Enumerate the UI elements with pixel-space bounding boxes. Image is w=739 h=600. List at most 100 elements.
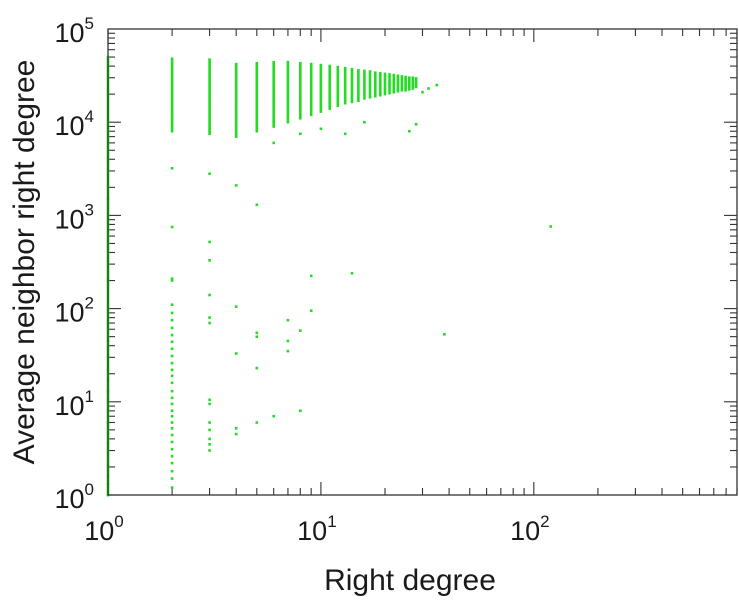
data-point xyxy=(299,64,302,67)
data-point xyxy=(170,59,174,63)
data-point xyxy=(328,96,331,99)
data-point xyxy=(170,61,174,65)
data-point xyxy=(309,91,313,95)
data-point xyxy=(299,99,302,102)
data-point xyxy=(170,225,174,229)
data-point xyxy=(234,117,238,121)
data-point xyxy=(272,125,275,128)
data-point xyxy=(336,72,340,75)
data-point xyxy=(309,104,313,108)
data-point xyxy=(234,87,238,90)
data-point xyxy=(411,87,415,90)
data-point xyxy=(357,99,360,102)
data-point xyxy=(392,73,396,77)
data-point xyxy=(299,66,302,69)
data-point xyxy=(350,74,354,78)
data-point xyxy=(255,70,259,74)
data-point xyxy=(208,60,211,63)
data-point xyxy=(414,77,418,80)
data-point xyxy=(319,79,323,82)
data-point xyxy=(234,120,238,123)
data-point xyxy=(328,105,331,108)
data-point xyxy=(208,123,211,127)
data-point xyxy=(350,83,354,86)
data-point xyxy=(379,91,382,95)
data-point xyxy=(208,97,211,101)
data-point xyxy=(170,389,174,393)
data-point xyxy=(363,87,366,91)
data-point xyxy=(388,82,391,86)
data-point xyxy=(208,64,211,68)
data-point xyxy=(255,81,259,85)
data-point xyxy=(411,76,415,79)
data-point xyxy=(255,72,259,76)
data-point xyxy=(336,85,340,88)
data-point xyxy=(208,77,211,81)
data-point xyxy=(234,102,238,105)
y-axis-title: Average neighbor right degree xyxy=(8,60,41,465)
data-point xyxy=(272,111,275,115)
data-point xyxy=(286,78,290,82)
data-point xyxy=(309,109,313,112)
data-point xyxy=(234,115,238,119)
data-point xyxy=(255,97,259,100)
data-point xyxy=(328,107,331,110)
data-point xyxy=(255,105,259,109)
data-point xyxy=(208,112,211,116)
data-point xyxy=(170,112,174,115)
data-point xyxy=(336,100,340,103)
data-point xyxy=(319,85,323,89)
data-point xyxy=(272,85,275,88)
data-point xyxy=(255,90,259,93)
data-point xyxy=(255,99,259,102)
data-point xyxy=(357,92,360,96)
data-point xyxy=(255,83,259,87)
data-point xyxy=(379,93,382,97)
data-point xyxy=(363,78,366,82)
data-point xyxy=(309,95,313,99)
data-point xyxy=(208,132,211,136)
data-point xyxy=(208,82,211,85)
data-point xyxy=(336,83,340,86)
data-point xyxy=(379,72,382,75)
data-point xyxy=(170,129,174,133)
data-point xyxy=(208,102,211,105)
data-point xyxy=(255,94,259,98)
data-point xyxy=(374,82,377,85)
data-point xyxy=(208,443,211,446)
data-point xyxy=(343,97,347,101)
data-point xyxy=(170,105,174,109)
data-point xyxy=(383,86,387,89)
data-point xyxy=(272,96,275,99)
x-tick-label: 100 xyxy=(84,512,124,546)
data-point xyxy=(343,80,347,83)
data-point xyxy=(170,427,174,430)
data-point xyxy=(255,103,259,107)
data-point xyxy=(396,87,400,91)
data-point xyxy=(286,74,290,77)
data-point xyxy=(208,84,211,88)
data-point xyxy=(255,203,259,207)
data-point xyxy=(328,102,331,106)
data-point xyxy=(350,67,354,71)
data-point xyxy=(396,76,400,80)
data-point xyxy=(170,374,174,378)
data-point xyxy=(255,110,259,113)
data-point xyxy=(272,89,275,93)
data-point xyxy=(363,120,366,124)
data-point xyxy=(286,72,290,75)
data-point xyxy=(357,86,360,89)
data-point xyxy=(255,366,259,370)
data-point xyxy=(350,76,354,80)
data-point xyxy=(368,85,372,88)
data-point xyxy=(363,71,366,75)
data-point xyxy=(388,77,391,81)
data-point xyxy=(234,76,238,79)
data-point xyxy=(299,88,302,91)
data-point xyxy=(208,240,211,244)
data-point xyxy=(408,129,411,133)
data-point xyxy=(272,72,275,75)
data-point xyxy=(343,84,347,87)
data-point xyxy=(319,97,323,100)
data-point xyxy=(336,89,340,92)
